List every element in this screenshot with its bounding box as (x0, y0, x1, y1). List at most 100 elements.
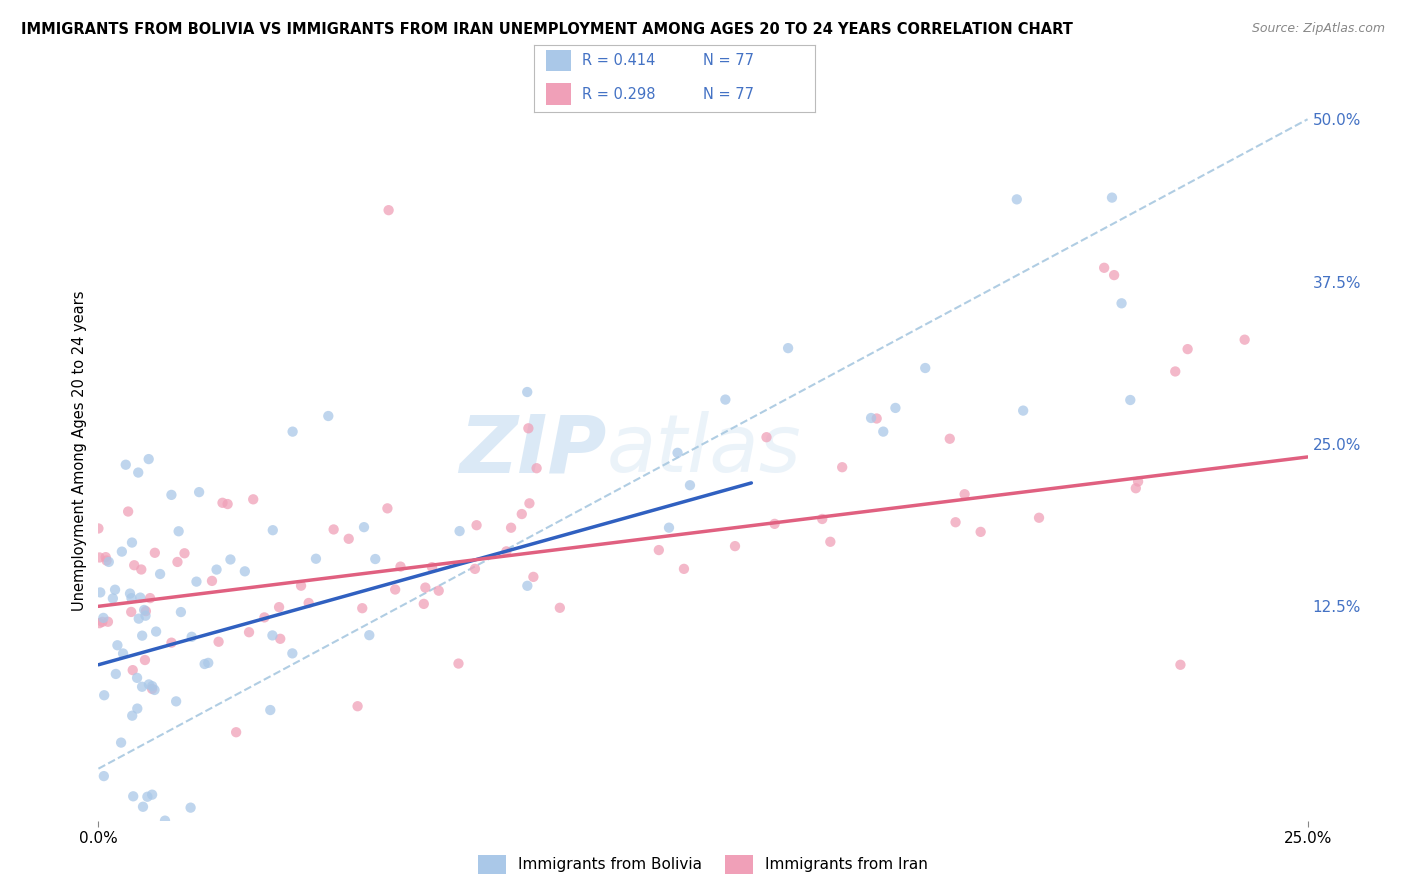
Point (104, 582, 127, 597)
Point (714, 392, 737, 407)
Point (415, 581, 437, 595)
Point (831, 460, 853, 475)
Point (1164, 364, 1187, 378)
Point (194, 657, 217, 671)
Point (820, 534, 842, 549)
Point (322, 523, 344, 537)
Point (267, 600, 290, 615)
Point (145, 624, 167, 639)
Text: atlas: atlas (606, 411, 801, 490)
Point (1092, 260, 1115, 275)
Point (93, 688, 115, 702)
Point (138, 677, 160, 691)
Point (121, 535, 143, 549)
Point (359, 628, 381, 642)
Point (141, 788, 163, 802)
Point (201, 574, 224, 588)
Point (134, 653, 156, 667)
Point (118, 586, 141, 600)
Point (517, 421, 540, 435)
Point (526, 461, 548, 475)
Point (495, 544, 517, 558)
Point (93, 769, 115, 783)
Point (132, 799, 155, 814)
Point (1101, 191, 1123, 205)
Point (143, 546, 166, 560)
Point (1012, 403, 1035, 417)
Point (238, 625, 260, 640)
Point (141, 681, 163, 696)
Point (269, 632, 291, 646)
Point (1028, 510, 1050, 524)
Point (253, 610, 276, 624)
Point (165, 694, 187, 708)
Point (1170, 657, 1192, 672)
Point (217, 497, 239, 511)
Point (519, 496, 541, 510)
Point (121, 708, 143, 723)
Point (353, 520, 375, 534)
Point (93, 611, 115, 625)
Point (1125, 481, 1147, 495)
Point (465, 518, 488, 533)
Point (522, 570, 544, 584)
Point (352, 601, 374, 615)
Text: R = 0.414: R = 0.414 (582, 54, 655, 68)
Point (298, 596, 321, 610)
Y-axis label: Unemployment Among Ages 20 to 24 years: Unemployment Among Ages 20 to 24 years (72, 290, 87, 611)
Point (89, 585, 111, 599)
Point (120, 605, 142, 619)
Point (914, 361, 936, 376)
Point (131, 680, 153, 694)
Point (305, 551, 328, 566)
Point (138, 452, 160, 467)
Point (197, 656, 219, 670)
Point (149, 567, 172, 582)
Point (91, 615, 114, 629)
Point (112, 647, 135, 661)
Point (125, 671, 148, 685)
Point (101, 591, 124, 606)
Point (135, 604, 157, 618)
Point (225, 725, 247, 739)
Point (96, 553, 118, 567)
Point (111, 544, 134, 558)
Point (281, 425, 304, 439)
Point (173, 546, 195, 560)
Text: R = 0.298: R = 0.298 (582, 87, 655, 102)
Point (384, 582, 406, 597)
Point (1111, 296, 1133, 310)
Point (449, 524, 471, 538)
Point (219, 552, 242, 566)
Point (1102, 268, 1125, 282)
Point (139, 591, 162, 606)
Point (262, 523, 284, 537)
Point (259, 703, 281, 717)
Point (127, 701, 149, 715)
Point (136, 789, 159, 804)
Point (658, 521, 681, 535)
Point (153, 814, 176, 828)
Point (548, 600, 571, 615)
Point (207, 634, 229, 648)
Point (1126, 475, 1149, 489)
Legend: Immigrants from Bolivia, Immigrants from Iran: Immigrants from Bolivia, Immigrants from… (472, 849, 934, 880)
Point (1119, 392, 1142, 407)
Point (290, 579, 312, 593)
Point (160, 488, 183, 502)
Point (97, 555, 120, 569)
Point (87, 521, 110, 535)
Point (129, 591, 152, 605)
Point (166, 555, 188, 569)
Point (648, 543, 671, 558)
Text: ZIP: ZIP (458, 411, 606, 490)
Point (134, 608, 156, 623)
Point (510, 507, 533, 521)
Point (122, 789, 145, 804)
Point (131, 629, 153, 643)
Point (127, 466, 149, 480)
Point (884, 401, 907, 415)
Point (346, 699, 368, 714)
Point (447, 657, 470, 671)
Text: N = 77: N = 77 (703, 54, 754, 68)
